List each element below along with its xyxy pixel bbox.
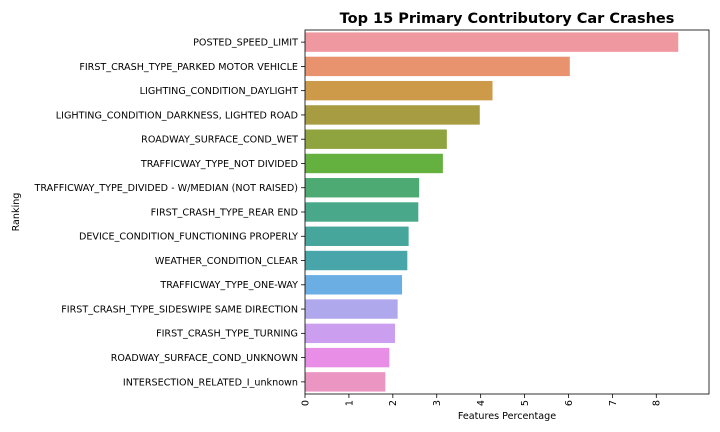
y-tick-label: ROADWAY_SURFACE_COND_WET	[141, 135, 298, 146]
y-tick-label: TRAFFICWAY_TYPE_NOT DIVIDED	[140, 159, 298, 170]
y-tick-label: POSTED_SPEED_LIMIT	[193, 38, 298, 49]
y-tick-label: FIRST_CRASH_TYPE_SIDESWIPE SAME DIRECTIO…	[61, 304, 298, 315]
category-labels: POSTED_SPEED_LIMIT FIRST_CRASH_TYPE_PARKE…	[34, 38, 305, 388]
y-tick-label: TRAFFICWAY_TYPE_ONE-WAY	[159, 280, 298, 291]
x-tick-label: 3	[432, 400, 443, 406]
x-tick-label: 2	[388, 400, 399, 406]
bar	[305, 250, 408, 271]
y-tick-label: FIRST_CRASH_TYPE_REAR END	[151, 207, 298, 218]
y-tick-label: FIRST_CRASH_TYPE_PARKED MOTOR VEHICLE	[79, 62, 298, 73]
y-tick-label: LIGHTING_CONDITION_DAYLIGHT	[140, 86, 298, 97]
bar	[305, 129, 447, 149]
x-tick-label: 4	[476, 400, 487, 406]
x-tick-label: 0	[300, 400, 311, 406]
bar	[305, 372, 386, 392]
x-ticks: 0 1 2 3 4 5 6 7 8	[300, 394, 663, 406]
bar	[305, 105, 480, 125]
x-tick-label: 1	[344, 400, 355, 406]
chart-title: Top 15 Primary Contributory Car Crashes	[340, 11, 675, 27]
bar	[305, 80, 493, 101]
y-tick-label: LIGHTING_CONDITION_DARKNESS, LIGHTED ROA…	[56, 110, 298, 121]
x-tick-label: 6	[564, 400, 575, 406]
bar	[305, 153, 443, 174]
x-tick-label: 8	[652, 400, 663, 406]
y-axis-label: Ranking	[11, 193, 22, 232]
x-tick-label: 5	[520, 400, 531, 406]
plot-frame	[304, 29, 710, 395]
bar	[305, 32, 679, 52]
y-tick-label: INTERSECTION_RELATED_I_unknown	[123, 377, 298, 388]
x-tick-label: 7	[608, 400, 619, 406]
bar	[305, 202, 419, 222]
bar	[305, 226, 409, 246]
y-tick-label: WEATHER_CONDITION_CLEAR	[155, 256, 298, 267]
bar	[305, 275, 403, 295]
y-tick-label: TRAFFICWAY_TYPE_DIVIDED - W/MEDIAN (NOT …	[34, 183, 298, 194]
bar	[305, 56, 570, 77]
bar	[305, 178, 420, 198]
bars-layer	[305, 32, 679, 392]
bar	[305, 323, 396, 344]
y-tick-label: DEVICE_CONDITION_FUNCTIONING PROPERLY	[79, 232, 298, 243]
x-axis-label: Features Percentage	[458, 411, 556, 422]
bar	[305, 347, 390, 368]
y-tick-label: ROADWAY_SURFACE_COND_UNKNOWN	[111, 353, 298, 364]
bar	[305, 299, 398, 319]
y-tick-label: FIRST_CRASH_TYPE_TURNING	[156, 329, 298, 340]
